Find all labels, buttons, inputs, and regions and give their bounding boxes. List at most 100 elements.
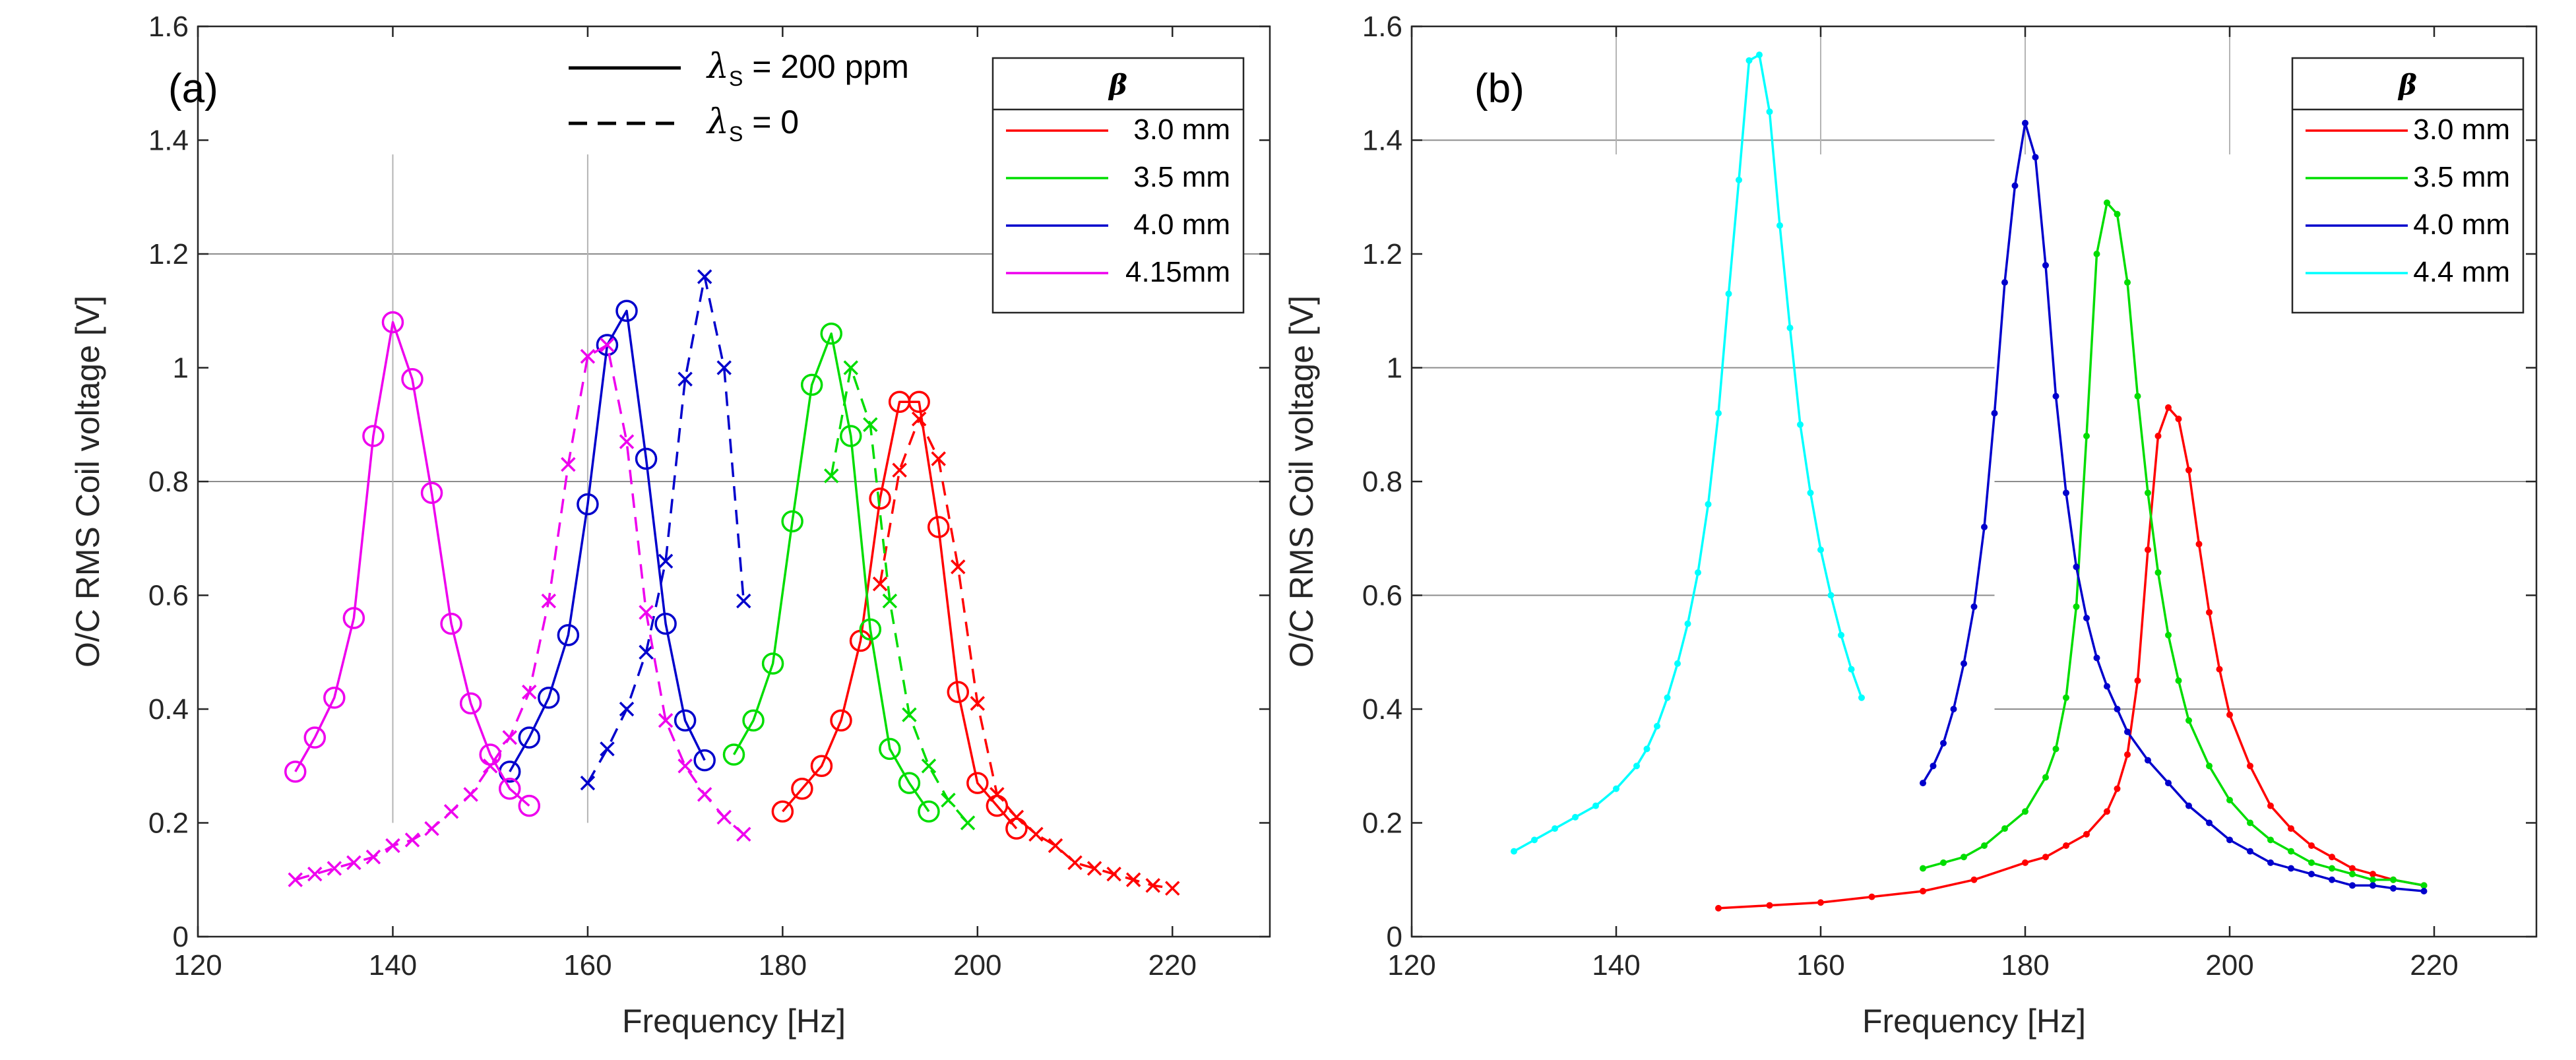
data-point: [820, 323, 842, 345]
data-point: [677, 371, 693, 387]
data-point: [1725, 290, 1732, 297]
data-point: [736, 593, 751, 609]
data-point: [2308, 842, 2315, 849]
data-point: [2247, 819, 2253, 826]
data-point: [2288, 848, 2294, 855]
data-point: [639, 644, 654, 660]
data-point: [892, 462, 907, 478]
data-point: [2175, 677, 2182, 684]
data-point: [518, 794, 541, 817]
x-tick-label: 140: [1592, 949, 1640, 982]
data-point: [1125, 872, 1141, 887]
y-tick-label: 1: [173, 352, 189, 385]
y-tick-label: 0.4: [148, 693, 189, 726]
data-point: [284, 761, 307, 783]
data-point: [2185, 466, 2192, 474]
data-point: [2370, 871, 2376, 878]
data-point: [2083, 433, 2090, 439]
x-tick-label: 200: [953, 949, 1001, 982]
data-point: [1106, 866, 1121, 882]
data-point: [1664, 694, 1671, 701]
data-point: [1654, 722, 1660, 730]
data-point: [2145, 757, 2151, 764]
data-point: [1009, 809, 1024, 825]
data-point: [2247, 763, 2253, 770]
x-tick-label: 160: [1796, 949, 1844, 982]
data-point: [635, 447, 658, 470]
series-line-4.15mm-solid: [294, 321, 530, 807]
data-point: [600, 337, 615, 353]
data-point: [2134, 392, 2141, 400]
data-point: [541, 593, 557, 609]
data-point: [424, 821, 439, 836]
data-point: [1766, 108, 1773, 115]
data-point: [1756, 51, 1763, 59]
data-point: [577, 493, 599, 516]
data-point: [654, 612, 677, 635]
data-point: [1920, 780, 1926, 787]
y-tick-label: 1: [1387, 352, 1402, 385]
data-point: [722, 743, 745, 766]
data-point: [1572, 813, 1579, 821]
data-point: [288, 872, 303, 887]
data-point: [1940, 739, 1947, 747]
data-point: [2032, 154, 2039, 161]
data-point: [2206, 819, 2213, 826]
data-point: [2104, 199, 2110, 206]
data-point: [1715, 410, 1722, 417]
data-point: [2154, 433, 2162, 439]
y-tick-label: 1.4: [148, 125, 189, 157]
data-point: [2226, 797, 2233, 803]
legend: β 3.0 mm 3.5 mm 4.0 mm 4.4 mm: [2291, 57, 2525, 314]
data-point: [2370, 882, 2376, 889]
data-point: [800, 373, 823, 396]
data-point: [1981, 842, 1988, 849]
panel-label: (a): [168, 66, 218, 111]
data-point: [658, 713, 674, 728]
data-point: [941, 792, 956, 808]
legend-entry-label: 4.0 mm: [2413, 208, 2510, 241]
data-point: [1695, 569, 1701, 576]
data-point: [522, 684, 537, 700]
data-point: [960, 815, 976, 830]
data-point: [947, 681, 970, 703]
data-point: [1145, 878, 1160, 893]
data-point: [342, 607, 365, 629]
data-point: [1592, 802, 1599, 809]
data-point: [615, 299, 638, 322]
data-point: [810, 755, 833, 777]
data-point: [1930, 763, 1937, 770]
y-tick-label: 1.6: [148, 11, 189, 43]
data-point: [693, 749, 716, 772]
x-tick-label: 220: [1148, 949, 1197, 982]
data-point: [2226, 711, 2233, 718]
data-point: [2216, 666, 2223, 673]
data-point: [1028, 826, 1044, 842]
data-point: [2175, 416, 2182, 423]
y-tick-label: 1.2: [148, 238, 189, 270]
data-point: [1920, 865, 1926, 872]
data-point: [931, 451, 946, 466]
data-point: [1940, 859, 1947, 866]
x-tick-label: 120: [173, 949, 222, 982]
data-point: [898, 772, 921, 794]
series-line-3.0mm-solid: [782, 400, 1018, 830]
data-point: [2124, 728, 2131, 735]
data-point: [2267, 836, 2274, 844]
y-tick-label: 0.2: [1362, 807, 1402, 840]
data-point: [1858, 694, 1865, 701]
data-point: [2370, 876, 2376, 883]
data-point: [2185, 717, 2192, 724]
data-point: [502, 730, 517, 745]
data-point: [1745, 57, 1753, 64]
data-point: [2063, 842, 2069, 849]
x-tick-label: 180: [2001, 949, 2049, 982]
data-point: [482, 759, 498, 774]
data-point: [1674, 660, 1681, 667]
data-point: [1970, 603, 1978, 610]
data-point: [2165, 404, 2172, 411]
data-point: [1705, 501, 1712, 508]
data-point: [381, 311, 404, 334]
data-point: [2154, 569, 2162, 576]
data-point: [902, 707, 917, 722]
